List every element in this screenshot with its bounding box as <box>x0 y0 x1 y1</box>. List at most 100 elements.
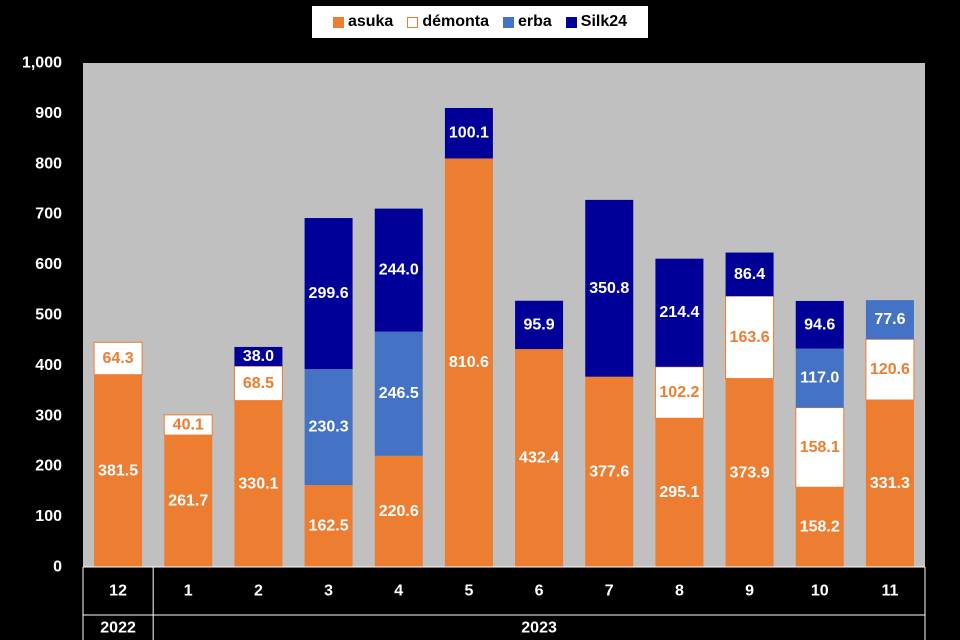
data-label: 214.4 <box>659 304 699 321</box>
x-tick-label: 10 <box>811 583 829 600</box>
legend-swatch <box>565 16 577 28</box>
data-label: 77.6 <box>874 311 905 328</box>
data-label: 299.6 <box>309 285 349 302</box>
data-label: 373.9 <box>730 464 770 481</box>
data-label: 158.1 <box>800 439 840 456</box>
bar-asuka <box>94 374 143 567</box>
year-label: 2022 <box>100 620 136 637</box>
bar-asuka <box>234 400 283 567</box>
y-tick-label: 600 <box>35 256 62 273</box>
bar-d-monta <box>725 295 775 380</box>
x-tick-label: 9 <box>745 583 754 600</box>
bar-asuka <box>515 349 564 567</box>
legend-label: asuka <box>347 13 394 30</box>
data-label: 331.3 <box>870 475 910 492</box>
data-label: 295.1 <box>659 484 699 501</box>
bar-silk24 <box>444 108 493 159</box>
x-tick-label: 2 <box>254 583 263 600</box>
bar-asuka <box>444 158 493 568</box>
y-tick-label: 100 <box>35 508 62 525</box>
y-tick-label: 800 <box>35 155 62 172</box>
data-label: 94.6 <box>804 316 835 333</box>
data-label: 100.1 <box>449 125 489 142</box>
bar-asuka <box>374 455 423 567</box>
data-label: 120.6 <box>870 361 910 378</box>
legend-swatch <box>502 16 514 28</box>
x-tick-label: 1 <box>184 583 193 600</box>
x-tick-label: 7 <box>605 583 614 600</box>
data-label: 102.2 <box>659 384 699 401</box>
data-label: 162.5 <box>309 518 349 535</box>
data-label: 38.0 <box>243 348 274 365</box>
y-tick-label: 300 <box>35 407 62 424</box>
legend-swatch <box>407 16 419 28</box>
data-label: 244.0 <box>379 262 419 279</box>
x-tick-label: 8 <box>675 583 684 600</box>
bar-silk24 <box>725 252 774 297</box>
bar-asuka <box>655 418 704 567</box>
bar-silk24 <box>234 346 283 367</box>
data-label: 246.5 <box>379 385 419 402</box>
data-label: 350.8 <box>589 280 629 297</box>
x-tick-label: 5 <box>464 583 473 600</box>
data-label: 330.1 <box>238 475 278 492</box>
bar-asuka <box>164 435 213 567</box>
data-label: 163.6 <box>730 329 770 346</box>
legend-label: démonta <box>422 13 489 30</box>
data-label: 68.5 <box>243 375 274 392</box>
x-tick-label: 3 <box>324 583 333 600</box>
y-tick-label: 900 <box>35 105 62 122</box>
data-label: 86.4 <box>734 266 765 283</box>
legend: asuka démonta erba Silk24 <box>312 6 648 38</box>
bar-d-monta <box>233 365 283 402</box>
legend-item: démonta <box>407 13 489 31</box>
bar-asuka <box>725 378 774 567</box>
bar-d-monta <box>795 407 845 488</box>
y-tick-label: 0 <box>53 559 62 576</box>
bar-asuka <box>585 376 634 567</box>
data-label: 377.6 <box>589 463 629 480</box>
bar-asuka <box>304 485 353 567</box>
legend-item: erba <box>502 13 552 31</box>
y-tick-label: 200 <box>35 458 62 475</box>
x-tick-label: 6 <box>535 583 544 600</box>
data-label: 432.4 <box>519 450 559 467</box>
bar-silk24 <box>374 208 423 332</box>
bar-d-monta <box>163 414 213 436</box>
y-tick-label: 400 <box>35 357 62 374</box>
bar-d-monta <box>654 366 704 419</box>
bar-erba <box>374 331 423 456</box>
x-tick-label: 12 <box>109 583 127 600</box>
bar-asuka <box>795 487 844 567</box>
bar-erba <box>865 300 914 340</box>
legend-swatch <box>332 16 344 28</box>
legend-label: Silk24 <box>580 13 628 30</box>
data-label: 261.7 <box>168 493 208 510</box>
bar-asuka <box>865 400 914 567</box>
bar-silk24 <box>795 300 844 349</box>
data-label: 220.6 <box>379 503 419 520</box>
legend-item: asuka <box>332 13 394 31</box>
legend-label: erba <box>517 13 552 30</box>
data-label: 40.1 <box>173 416 204 433</box>
data-label: 381.5 <box>98 462 138 479</box>
x-tick-label: 4 <box>394 583 403 600</box>
y-tick-label: 500 <box>35 307 62 324</box>
bar-d-monta <box>865 338 915 401</box>
bar-silk24 <box>304 218 353 370</box>
y-tick-label: 1,000 <box>22 55 62 72</box>
x-tick-label: 11 <box>881 583 898 600</box>
bar-erba <box>795 348 844 408</box>
plot-area <box>83 63 925 567</box>
y-tick-label: 700 <box>35 206 62 223</box>
data-label: 158.2 <box>800 519 840 536</box>
data-label: 64.3 <box>103 350 134 367</box>
data-label: 117.0 <box>800 370 839 387</box>
year-label: 2023 <box>521 620 557 637</box>
bar-erba <box>304 369 353 486</box>
data-label: 810.6 <box>449 354 489 371</box>
data-label: 95.9 <box>524 316 555 333</box>
bar-silk24 <box>515 300 564 350</box>
bar-d-monta <box>93 341 143 376</box>
